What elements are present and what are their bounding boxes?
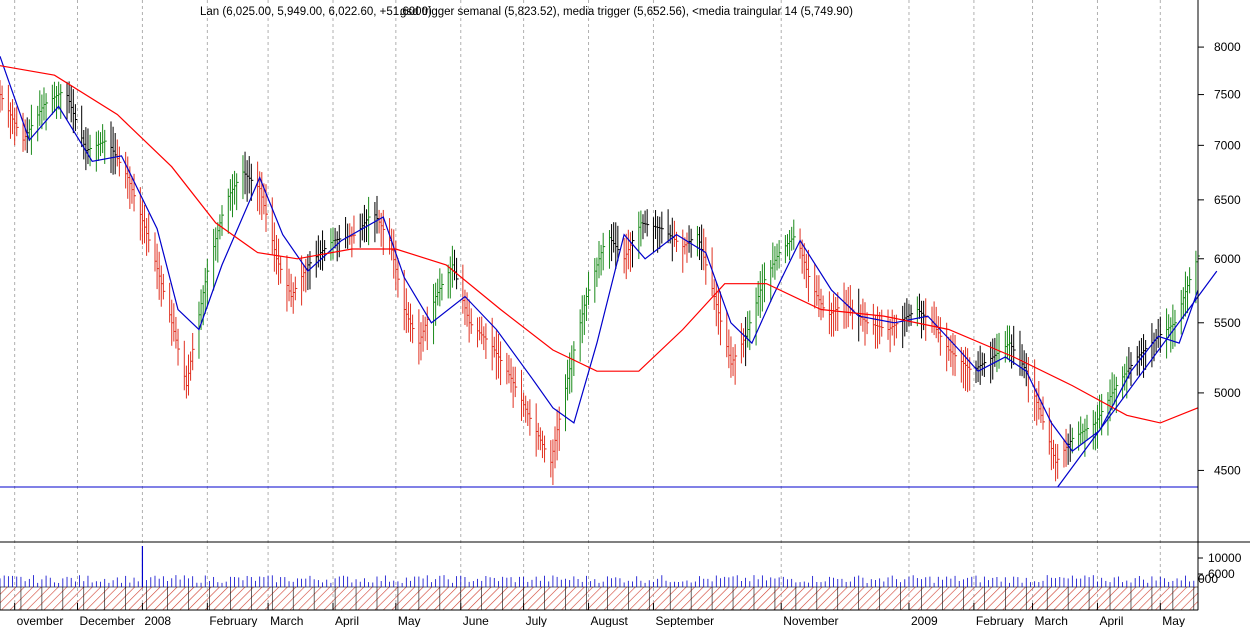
chart-title: Lan (6,025.00, 5,949.00, 6,022.60, +51.6… [200, 6, 432, 18]
volume-hatch-band [0, 586, 1199, 611]
x-tick-label: June [463, 614, 489, 627]
x-tick-label: December [79, 614, 134, 627]
x-tick-label: September [655, 614, 714, 627]
x-tick-label: February [976, 614, 1024, 627]
y-tick-label: 7500 [1214, 88, 1241, 102]
y-tick-label: 5500 [1214, 316, 1241, 330]
chart-overlay-title: gsd trigger semanal (5,823.52), media tr… [400, 6, 853, 18]
indicator-lines [0, 56, 1218, 488]
x-tick-label: November [783, 614, 838, 627]
y-tick-label: 5000 [1214, 386, 1241, 400]
y-tick-label: 4500 [1214, 463, 1241, 477]
series-line-trend-line [1057, 270, 1218, 488]
y-tick-label: 8000 [1214, 40, 1241, 54]
series-line-media-traingular-14 [0, 65, 1199, 424]
x-tick-label: 2008 [144, 614, 171, 627]
x-axis: ovember December 2008 February March April May… [14, 603, 1185, 627]
x-tick-label: ovember [17, 614, 64, 627]
x-tick-label: May [398, 614, 421, 627]
x-tick-label: February [209, 614, 257, 627]
x-tick-label: April [335, 614, 359, 627]
y-axis: 8000 7500 7000 6500 6000 5500 5000 4500 [1198, 40, 1241, 477]
volume-tick-label: 6000 [1208, 567, 1235, 581]
x-tick-label: May [1162, 614, 1185, 627]
volume-tick-label: 10000 [1208, 551, 1242, 565]
x-tick-label: August [591, 614, 629, 627]
y-tick-label: 7000 [1214, 138, 1241, 152]
series-line-gsd-trigger-semanal [0, 56, 1199, 452]
y-tick-label: 6000 [1214, 252, 1241, 266]
x-tick-label: 2009 [911, 614, 938, 627]
x-tick-label: July [526, 614, 547, 627]
y-tick-label: 6500 [1214, 193, 1241, 207]
x-tick-label: April [1099, 614, 1123, 627]
volume-tick-label: 000 [1198, 572, 1218, 586]
x-tick-label: March [270, 614, 303, 627]
x-tick-label: March [1035, 614, 1068, 627]
